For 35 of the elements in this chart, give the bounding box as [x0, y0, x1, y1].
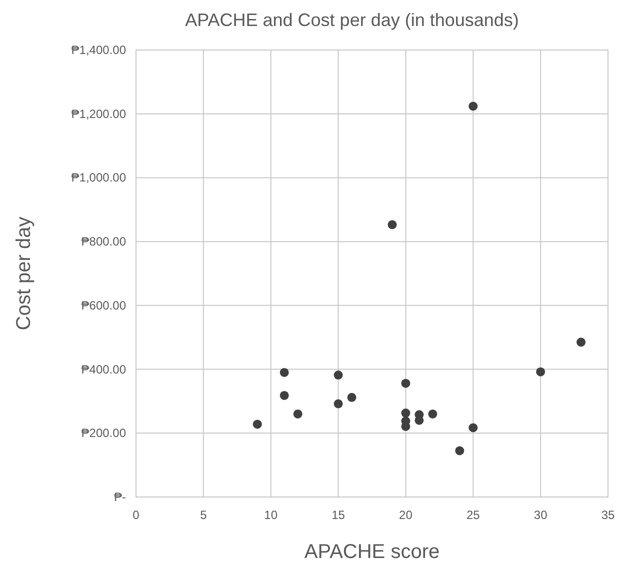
point: [401, 408, 410, 418]
y-axis-title: Cost per day: [13, 216, 35, 330]
point: [280, 368, 289, 377]
x-tick-label: 5: [200, 508, 208, 522]
x-tick-label: 20: [399, 508, 413, 522]
point: [536, 367, 546, 376]
point: [401, 378, 410, 388]
point: [347, 392, 356, 402]
y-tick-label: ₱-: [114, 490, 126, 504]
y-tick-label: ₱200.00: [81, 426, 126, 440]
y-tick-label: ₱1,000.00: [71, 170, 126, 185]
point: [252, 420, 262, 429]
point: [428, 409, 438, 418]
point: [334, 399, 343, 408]
point: [293, 409, 302, 418]
point: [280, 390, 289, 400]
x-tick-label: 15: [332, 508, 346, 522]
point: [468, 102, 478, 111]
chart-title: APACHE and Cost per day (in thousands): [185, 10, 519, 30]
x-axis-title: APACHE score: [304, 541, 440, 563]
point: [576, 338, 586, 347]
point: [388, 220, 397, 230]
point: [468, 423, 478, 432]
x-tick-label: 10: [264, 508, 278, 522]
y-tick-label: ₱800.00: [81, 234, 126, 249]
y-tick-label: ₱400.00: [81, 362, 126, 376]
x-tick-label: 35: [601, 508, 615, 522]
point: [455, 446, 464, 456]
y-tick-label: ₱600.00: [81, 298, 126, 312]
y-tick-label: ₱1,400.00: [71, 43, 126, 57]
y-tick-label: ₱1,200.00: [71, 106, 126, 121]
x-tick-label: 30: [534, 508, 548, 522]
x-tick-label: 25: [466, 508, 480, 522]
point: [334, 370, 343, 380]
x-tick-label: 0: [132, 508, 140, 522]
